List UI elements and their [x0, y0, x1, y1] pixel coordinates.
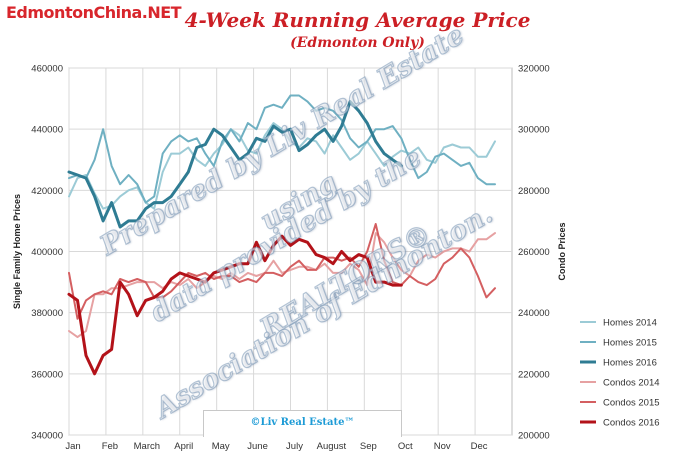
y-right-tick-label: 300000 — [518, 125, 550, 136]
series-layer — [67, 94, 496, 376]
y-right-tick-label: 280000 — [518, 186, 550, 197]
series-line-homes-2016 — [67, 100, 403, 229]
x-tick-label: Jan — [65, 441, 80, 452]
chart-subtitle: (Edmonton Only) — [290, 35, 425, 51]
x-tick-label: March — [134, 441, 160, 452]
x-tick-label: June — [247, 441, 268, 452]
y-left-tick-label: 420000 — [31, 186, 63, 197]
series-line-homes-2015 — [68, 94, 496, 204]
y-right-tick-label: 260000 — [518, 247, 550, 258]
legend-label: Homes 2014 — [603, 318, 657, 329]
x-tick-label: May — [212, 441, 230, 452]
y-left-axis-title: Single Family Home Prices — [12, 194, 22, 309]
y-right-axis-title: Condo Prices — [557, 222, 567, 280]
legend-label: Condos 2015 — [603, 398, 660, 409]
y-left-tick-label: 440000 — [31, 125, 63, 136]
x-tick-label: Nov — [434, 441, 451, 452]
y-left-tick-label: 400000 — [31, 247, 63, 258]
x-tick-label: Oct — [398, 441, 413, 452]
chart-title: 4-Week Running Average Price — [184, 8, 531, 32]
series-line-condos-2014 — [68, 232, 496, 339]
x-tick-label: Feb — [102, 441, 118, 452]
x-tick-label: Dec — [471, 441, 488, 452]
x-tick-label: July — [286, 441, 303, 452]
y-right-tick-label: 200000 — [518, 431, 550, 442]
y-left-tick-label: 380000 — [31, 308, 63, 319]
brand-logo-text: EdmontonChina.NET — [6, 3, 182, 22]
series-line-condos-2015 — [68, 223, 496, 320]
y-left-tick-label: 460000 — [31, 64, 63, 75]
x-tick-label: Sep — [360, 441, 377, 452]
axes: 340000 360000 380000 400000 420000 440000 4600… — [12, 64, 567, 453]
x-tick-label: April — [174, 441, 193, 452]
legend: Homes 2014 Homes 2015 Homes 2016 Condos 201… — [580, 318, 660, 429]
legend-label: Homes 2016 — [603, 358, 657, 369]
y-right-tick-label: 220000 — [518, 369, 550, 380]
legend-label: Homes 2015 — [603, 338, 657, 349]
legend-label: Condos 2016 — [603, 418, 660, 429]
series-line-condos-2016 — [67, 234, 403, 376]
y-left-tick-label: 340000 — [31, 431, 63, 442]
y-left-tick-label: 360000 — [31, 369, 63, 380]
credit-box: ©Liv Real Estate™ — [203, 410, 402, 437]
legend-label: Condos 2014 — [603, 378, 660, 389]
y-right-tick-label: 240000 — [518, 308, 550, 319]
y-right-tick-label: 320000 — [518, 64, 550, 75]
x-tick-label: August — [317, 441, 347, 452]
